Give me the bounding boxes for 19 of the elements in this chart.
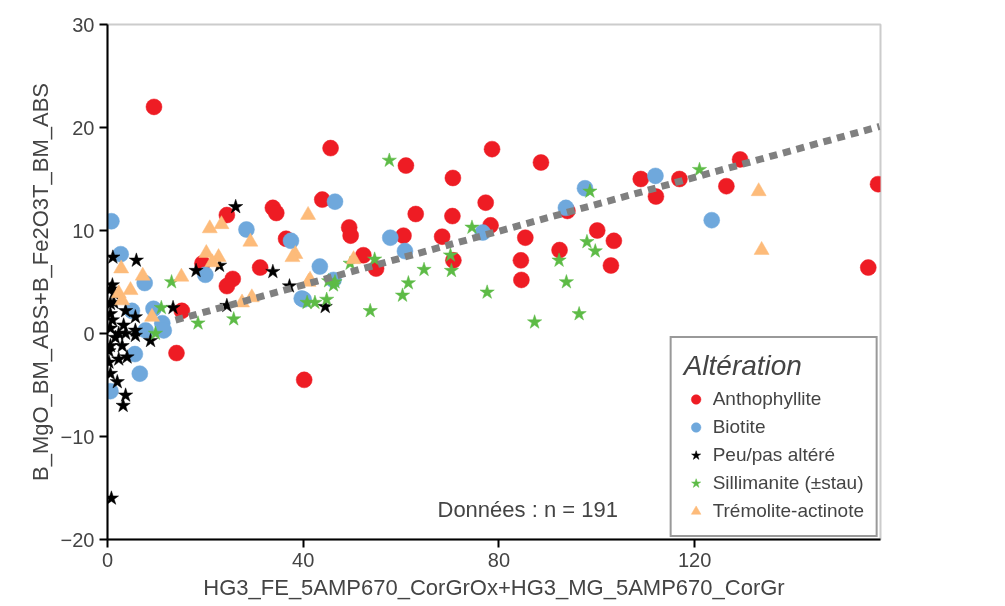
- y-tick-label: 0: [83, 322, 95, 345]
- legend-title: Altération: [683, 350, 803, 382]
- x-tick-label: 40: [292, 548, 315, 571]
- x-axis-title: HG3_FE_5AMP670_CorGrOx+HG3_MG_5AMP670_CorGr: [203, 574, 785, 600]
- annotation: Données : n = 191: [437, 496, 618, 522]
- y-tick-label: −10: [60, 425, 95, 448]
- y-tick-label: −20: [60, 528, 95, 551]
- legend-label: Peu/pas altéré: [712, 444, 836, 466]
- x-tick-label: 80: [487, 548, 511, 571]
- y-tick-label: 20: [72, 116, 95, 139]
- legend-label: Sillimanite (±stau): [712, 472, 864, 494]
- y-tick-label: 30: [72, 13, 95, 36]
- legend-label: Biotite: [712, 416, 766, 438]
- legend-label: Trémolite-actinote: [712, 500, 864, 522]
- x-tick-label: 120: [677, 548, 712, 571]
- y-tick-label: 10: [72, 219, 95, 242]
- y-axis-title: B_MgO_BM_ABS+B_Fe2O3T_BM_ABS: [27, 82, 53, 482]
- legend-label: Anthophyllite: [712, 388, 822, 410]
- x-tick-label: 0: [101, 548, 114, 571]
